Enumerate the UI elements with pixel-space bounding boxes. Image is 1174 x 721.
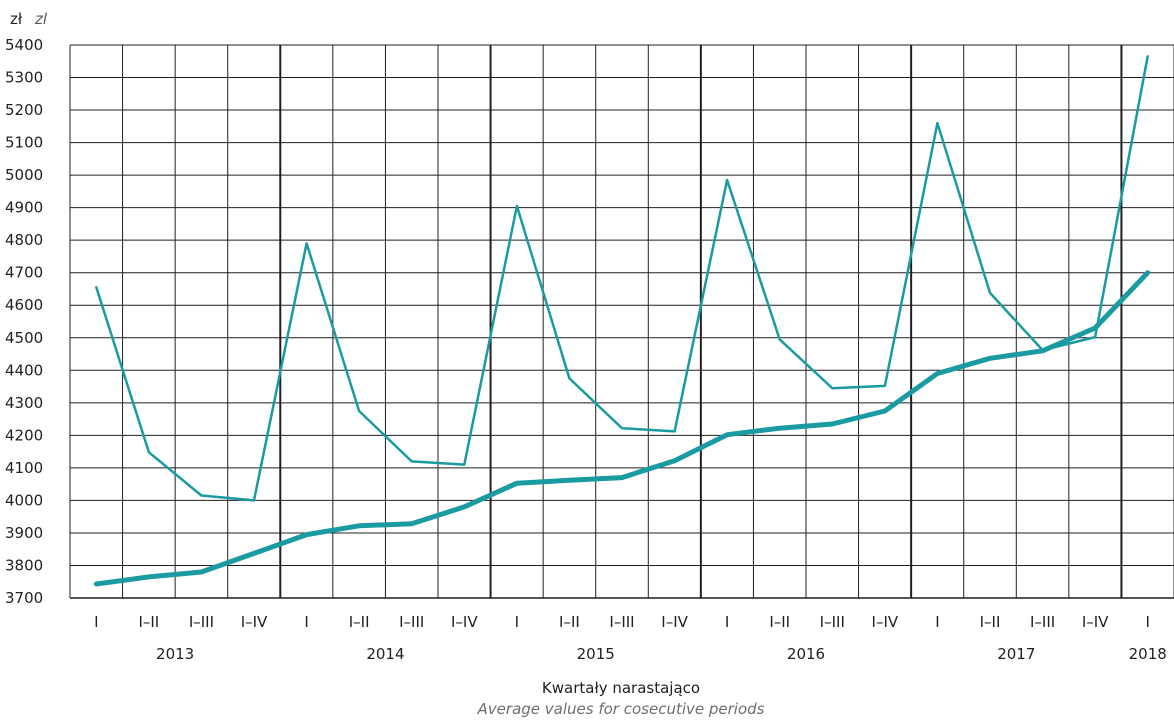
year-label: 2015 xyxy=(577,645,615,663)
y-unit-label-en: zl xyxy=(34,10,48,28)
y-tick-label: 4100 xyxy=(5,459,43,477)
year-label: 2014 xyxy=(366,645,404,663)
x-tick-label: I–III xyxy=(820,613,845,631)
x-tick-label: I xyxy=(935,613,939,631)
y-tick-label: 5200 xyxy=(5,101,43,119)
series-lines xyxy=(93,55,1151,587)
y-tick-label: 3800 xyxy=(5,556,43,574)
x-tick-label: I xyxy=(1145,613,1149,631)
year-label: 2018 xyxy=(1129,645,1167,663)
y-tick-label: 4800 xyxy=(5,231,43,249)
x-tick-label: I–II xyxy=(138,613,159,631)
y-unit-label: zł xyxy=(10,10,23,28)
year-label: 2013 xyxy=(156,645,194,663)
y-tick-label: 5400 xyxy=(5,36,43,54)
y-tick-label: 5300 xyxy=(5,69,43,87)
x-tick-label: I–III xyxy=(1030,613,1055,631)
y-tick-label: 3700 xyxy=(5,589,43,607)
year-labels: 2013 2014 2015 2016 2017 2018 xyxy=(156,645,1167,663)
x-tick-label: I–IV xyxy=(451,613,478,631)
x-tick-label: I xyxy=(725,613,729,631)
series-line-thick xyxy=(93,270,1151,587)
x-tick-label: I–III xyxy=(399,613,424,631)
x-tick-label: I–II xyxy=(980,613,1001,631)
y-tick-label: 4900 xyxy=(5,199,43,217)
x-axis-tick-labels: I I–II I–III I–IV I I–II I–III I–IV I I–II I–III I–… xyxy=(94,613,1150,631)
y-axis-tick-labels: 3700 3800 3900 4000 4100 4200 4300 4400 4500 4600… xyxy=(5,36,43,607)
y-tick-label: 4600 xyxy=(5,296,43,314)
x-tick-label: I–IV xyxy=(241,613,268,631)
x-tick-label: I–III xyxy=(189,613,214,631)
x-tick-label: I–IV xyxy=(1082,613,1109,631)
series-line-thin xyxy=(95,55,1149,502)
y-tick-label: 4300 xyxy=(5,394,43,412)
x-tick-label: I xyxy=(94,613,98,631)
x-tick-label: I–IV xyxy=(661,613,688,631)
y-tick-label: 4000 xyxy=(5,491,43,509)
x-tick-label: I–II xyxy=(559,613,580,631)
horizontal-gridlines xyxy=(70,44,1174,599)
year-label: 2016 xyxy=(787,645,825,663)
x-axis-subtitle: Average values for cosecutive periods xyxy=(477,700,765,718)
x-tick-label: I–III xyxy=(609,613,634,631)
x-tick-label: I xyxy=(304,613,308,631)
x-tick-label: I xyxy=(515,613,519,631)
x-tick-label: I–IV xyxy=(872,613,899,631)
year-label: 2017 xyxy=(997,645,1035,663)
y-tick-label: 4500 xyxy=(5,329,43,347)
x-axis-title: Kwartały narastająco xyxy=(542,679,700,697)
y-tick-label: 4400 xyxy=(5,361,43,379)
x-tick-label: I–II xyxy=(769,613,790,631)
y-tick-label: 4700 xyxy=(5,264,43,282)
y-tick-label: 4200 xyxy=(5,426,43,444)
y-tick-label: 5100 xyxy=(5,134,43,152)
vertical-gridlines xyxy=(69,45,1174,598)
y-tick-label: 5000 xyxy=(5,166,43,184)
y-tick-label: 3900 xyxy=(5,524,43,542)
x-tick-label: I–II xyxy=(349,613,370,631)
